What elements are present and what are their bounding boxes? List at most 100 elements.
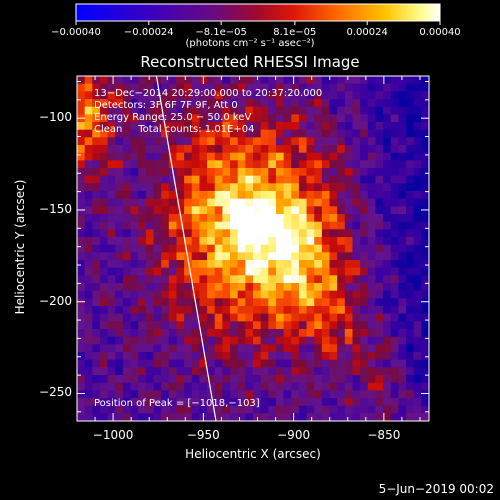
heatmap-cell: [260, 367, 269, 376]
heatmap-cell: [268, 168, 277, 177]
heatmap-cell: [145, 152, 155, 161]
heatmap-cell: [283, 175, 292, 184]
heatmap-cell: [344, 260, 354, 269]
heatmap-cell: [275, 390, 285, 399]
heatmap-cell: [184, 244, 193, 253]
heatmap-cell: [390, 237, 399, 246]
heatmap-cell: [122, 145, 132, 154]
heatmap-cell: [115, 91, 124, 100]
heatmap-cell: [398, 137, 407, 146]
heatmap-cell: [398, 283, 407, 292]
heatmap-cell: [314, 260, 323, 269]
heatmap-cell: [99, 352, 109, 361]
heatmap-cell: [329, 221, 338, 230]
heatmap-cell: [191, 191, 201, 200]
heatmap-cell: [413, 129, 422, 138]
heatmap-cell: [306, 129, 315, 138]
heatmap-cell: [253, 237, 262, 246]
heatmap-cell: [222, 168, 231, 177]
heatmap-cell: [168, 275, 178, 284]
heatmap-cell: [291, 175, 300, 184]
heatmap-cell: [268, 145, 277, 154]
heatmap-cell: [176, 413, 185, 421]
heatmap-cell: [413, 267, 422, 276]
heatmap-cell: [122, 275, 132, 284]
heatmap-cell: [360, 145, 369, 154]
heatmap-cell: [360, 260, 369, 269]
heatmap-cell: [321, 160, 331, 169]
heatmap-cell: [260, 129, 269, 138]
heatmap-cell: [153, 260, 162, 269]
heatmap-cell: [398, 244, 407, 253]
heatmap-cell: [321, 336, 331, 345]
heatmap-cell: [115, 145, 124, 154]
heatmap-cell: [321, 352, 331, 361]
heatmap-cell: [344, 152, 354, 161]
heatmap-cell: [344, 106, 354, 115]
heatmap-cell: [161, 206, 170, 215]
heatmap-cell: [138, 214, 147, 223]
annotation-counts: Clean Total counts: 1.01E+04: [94, 124, 255, 135]
heatmap-cell: [321, 206, 331, 215]
heatmap-cell: [268, 313, 277, 322]
heatmap-cell: [184, 106, 193, 115]
heatmap-cell: [115, 382, 124, 391]
heatmap-cell: [406, 99, 415, 108]
heatmap-cell: [337, 183, 346, 192]
heatmap-cell: [321, 145, 331, 154]
heatmap-cell: [107, 91, 116, 100]
heatmap-cell: [329, 313, 338, 322]
heatmap-cell: [191, 160, 201, 169]
heatmap-cell: [145, 306, 155, 315]
heatmap-cell: [306, 298, 315, 307]
heatmap-cell: [275, 352, 285, 361]
heatmap-cell: [230, 76, 239, 85]
heatmap-cell: [398, 206, 407, 215]
heatmap-cell: [222, 267, 231, 276]
heatmap-cell: [115, 129, 124, 138]
heatmap-cell: [283, 405, 292, 414]
heatmap-cell: [245, 413, 254, 421]
heatmap-cell: [176, 206, 185, 215]
heatmap-cell: [99, 237, 109, 246]
heatmap-cell: [253, 313, 262, 322]
heatmap-cell: [191, 229, 201, 238]
heatmap-cell: [283, 122, 292, 131]
heatmap-cell: [314, 129, 323, 138]
heatmap-cell: [184, 175, 193, 184]
heatmap-cell: [314, 336, 323, 345]
heatmap-cell: [168, 260, 178, 269]
heatmap-cell: [199, 122, 208, 131]
heatmap-cell: [314, 413, 323, 421]
heatmap-cell: [130, 344, 139, 353]
heatmap-cell: [122, 321, 132, 330]
y-tick-label: −100: [39, 110, 72, 125]
heatmap-cell: [275, 206, 285, 215]
heatmap-cell: [375, 237, 384, 246]
heatmap-cell: [176, 221, 185, 230]
heatmap-cell: [413, 175, 422, 184]
heatmap-cell: [184, 260, 193, 269]
heatmap-cell: [253, 321, 262, 330]
heatmap-cell: [84, 260, 93, 269]
heatmap-cell: [77, 160, 86, 169]
heatmap-cell: [398, 122, 407, 131]
heatmap-cell: [207, 137, 216, 146]
heatmap-cell: [199, 145, 208, 154]
heatmap-cell: [413, 137, 422, 146]
heatmap-cell: [253, 375, 262, 384]
heatmap-cell: [168, 160, 178, 169]
heatmap-cell: [260, 99, 269, 108]
heatmap-cell: [115, 183, 124, 192]
heatmap-cell: [390, 106, 399, 115]
heatmap-cell: [375, 206, 384, 215]
heatmap-cell: [413, 252, 422, 261]
heatmap-cell: [383, 375, 392, 384]
heatmap-cell: [398, 359, 407, 368]
heatmap-cell: [375, 344, 384, 353]
heatmap-cell: [245, 283, 254, 292]
heatmap-cell: [99, 244, 109, 253]
heatmap-cell: [138, 260, 147, 269]
heatmap-cell: [406, 76, 415, 85]
heatmap-cell: [260, 83, 269, 92]
